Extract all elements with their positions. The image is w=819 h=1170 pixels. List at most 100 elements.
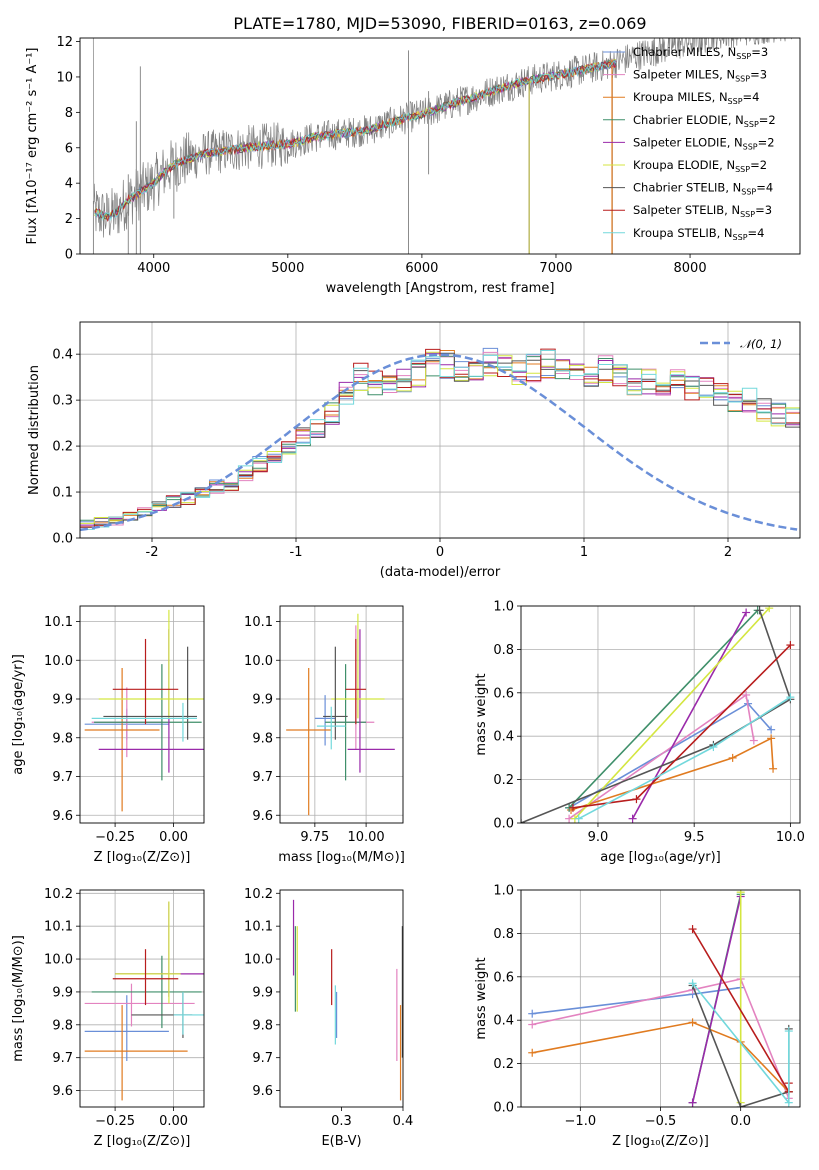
x-tick-label: 2 — [724, 545, 732, 560]
mass-vs-ebv-content — [292, 899, 403, 1101]
y-tick-label: 9.8 — [52, 731, 73, 746]
model-salpeter_elodie — [94, 60, 617, 219]
y-tick-label: 10.2 — [44, 887, 73, 902]
marker-chabrier_stelib — [736, 1103, 745, 1107]
point-chabrier_stelib — [323, 646, 348, 740]
y-tick-label: 10.2 — [244, 887, 273, 902]
y-tick-label: 10.0 — [44, 654, 73, 669]
point-kroupa_miles — [286, 668, 332, 816]
x-axis-label: E(B-V) — [321, 1134, 361, 1149]
x-tick-label: 10.0 — [776, 830, 805, 845]
series-salpeter_miles — [568, 693, 755, 820]
x-tick-label: 5000 — [271, 261, 304, 276]
marker-salpeter_miles — [742, 690, 751, 699]
y-tick-label: 1.0 — [493, 884, 514, 899]
y-tick-label: 0.8 — [493, 927, 514, 942]
spectrum-axes: 4000 5000 6000 7000 8000 0 2 4 6 8 10 12 wavelength … — [25, 35, 707, 296]
marker-salpeter_stelib — [632, 795, 641, 804]
marker-kroupa_stelib — [786, 693, 795, 702]
x-tick-label: 9.0 — [588, 830, 609, 845]
marker-salpeter_miles — [528, 1020, 537, 1029]
y-tick-label: 4 — [65, 177, 73, 192]
age-vs-Z-frame — [79, 605, 205, 824]
x-tick-label: 0.4 — [393, 1114, 414, 1129]
mass-vs-Z-content — [84, 901, 204, 1101]
marker-salpeter_elodie — [742, 608, 751, 617]
y-tick-label: 1.0 — [493, 600, 514, 615]
x-tick-label: 4000 — [137, 261, 170, 276]
legend-entry: Chabrier ELODIE, NSSP=2 — [633, 113, 776, 129]
x-axis-label: mass [log₁₀(M/M⊙)] — [278, 850, 405, 865]
marker-salpeter_miles — [749, 736, 758, 745]
y-tick-label: 12 — [56, 35, 73, 50]
point-kroupa_stelib — [173, 991, 204, 1035]
mass-vs-ebv-axes: 0.3 0.4 9.6 9.7 9.8 9.9 10.0 10.1 10.2 E(B-V) — [244, 887, 413, 1149]
x-tick-label: 0.00 — [159, 1114, 188, 1129]
x-tick-label: -2 — [146, 545, 159, 560]
y-tick-label: 6 — [65, 141, 73, 156]
series-kroupa_miles — [532, 1021, 790, 1093]
point-kroupa_miles — [84, 1005, 188, 1101]
y-tick-label: 10.0 — [44, 953, 73, 968]
y-tick-label: 0.6 — [493, 686, 514, 701]
point-chabrier_elodie — [325, 664, 367, 781]
y-tick-label: 0.2 — [493, 773, 514, 788]
marker-kroupa_stelib — [688, 979, 697, 988]
hist-chabrier_miles — [80, 347, 800, 524]
point-salpeter_stelib — [345, 638, 367, 725]
y-tick-label: 10.1 — [44, 615, 73, 630]
series-salpeter_elodie — [691, 896, 742, 1103]
legend-entry: Chabrier MILES, NSSP=3 — [633, 45, 768, 61]
point-kroupa_miles — [84, 668, 160, 812]
y-tick-label: 9.6 — [52, 1084, 73, 1099]
legend-entry: Kroupa STELIB, NSSP=4 — [633, 226, 764, 242]
y-tick-label: 10.1 — [244, 920, 273, 935]
y-tick-label: 9.6 — [52, 809, 73, 824]
normal-curve — [80, 353, 798, 532]
weight-vs-Z-content — [528, 890, 793, 1107]
y-tick-label: 0.0 — [493, 817, 514, 832]
x-axis-label: Z [log₁₀(Z/Z⊙)] — [94, 850, 191, 865]
marker-kroupa_miles — [728, 753, 737, 762]
y-tick-label: 0.4 — [493, 730, 514, 745]
point-kroupa_elodie — [98, 609, 204, 719]
point-chabrier_stelib — [103, 646, 197, 740]
series-chabrier_elodie — [568, 609, 759, 809]
legend-entry: Kroupa ELODIE, NSSP=2 — [633, 158, 767, 174]
series-kroupa_elodie — [574, 607, 770, 820]
mass-vs-ebv-frame — [279, 889, 404, 1108]
legend-entry: 𝒩(0, 1) — [740, 337, 782, 351]
y-tick-label: 9.7 — [52, 1051, 73, 1066]
hist-kroupa_stelib — [80, 350, 800, 530]
y-tick-label: 10.1 — [244, 615, 273, 630]
x-tick-label: 9.75 — [300, 830, 329, 845]
series-chabrier_miles — [532, 986, 741, 1015]
age-vs-mass-frame — [279, 605, 404, 824]
x-tick-label: −1.0 — [565, 1114, 597, 1129]
hist-kroupa_miles — [80, 350, 800, 528]
x-tick-label: 10.00 — [347, 830, 384, 845]
model-chabrier_elodie — [94, 59, 617, 219]
x-tick-label: 0 — [436, 545, 444, 560]
y-axis-label: age [log₁₀(age/yr)] — [11, 654, 26, 775]
legend-entry: Chabrier STELIB, NSSP=4 — [633, 181, 773, 197]
y-tick-label: 0 — [65, 248, 73, 263]
x-tick-label: 0.0 — [730, 1114, 751, 1129]
marker-salpeter_stelib — [786, 641, 795, 650]
y-tick-label: 9.7 — [52, 770, 73, 785]
model-salpeter_miles — [94, 58, 617, 222]
x-tick-label: 6000 — [405, 261, 438, 276]
age-vs-Z-axes: −0.25 0.00 9.6 9.7 9.8 9.9 10.0 10.1 Z [log₁₀(Z/… — [11, 606, 204, 865]
hist-kroupa_elodie — [80, 351, 800, 525]
legend-entry: Kroupa MILES, NSSP=4 — [633, 90, 759, 106]
age-vs-mass-content — [286, 613, 395, 816]
model-chabrier_stelib — [94, 59, 617, 220]
y-tick-label: 9.9 — [52, 693, 73, 708]
point-chabrier_elodie — [91, 955, 202, 1029]
y-tick-label: 10 — [56, 70, 73, 85]
weight-vs-Z-axes: −1.0 −0.5 0.0 0.0 0.2 0.4 0.6 0.8 1.0 Z [log₁₀(Z/… — [474, 884, 800, 1149]
series-salpeter_elodie — [631, 612, 747, 820]
y-axis-label: mass weight — [474, 957, 489, 1039]
x-axis-label: wavelength [Angstrom, rest frame] — [326, 281, 555, 296]
model-salpeter_stelib — [94, 59, 617, 222]
